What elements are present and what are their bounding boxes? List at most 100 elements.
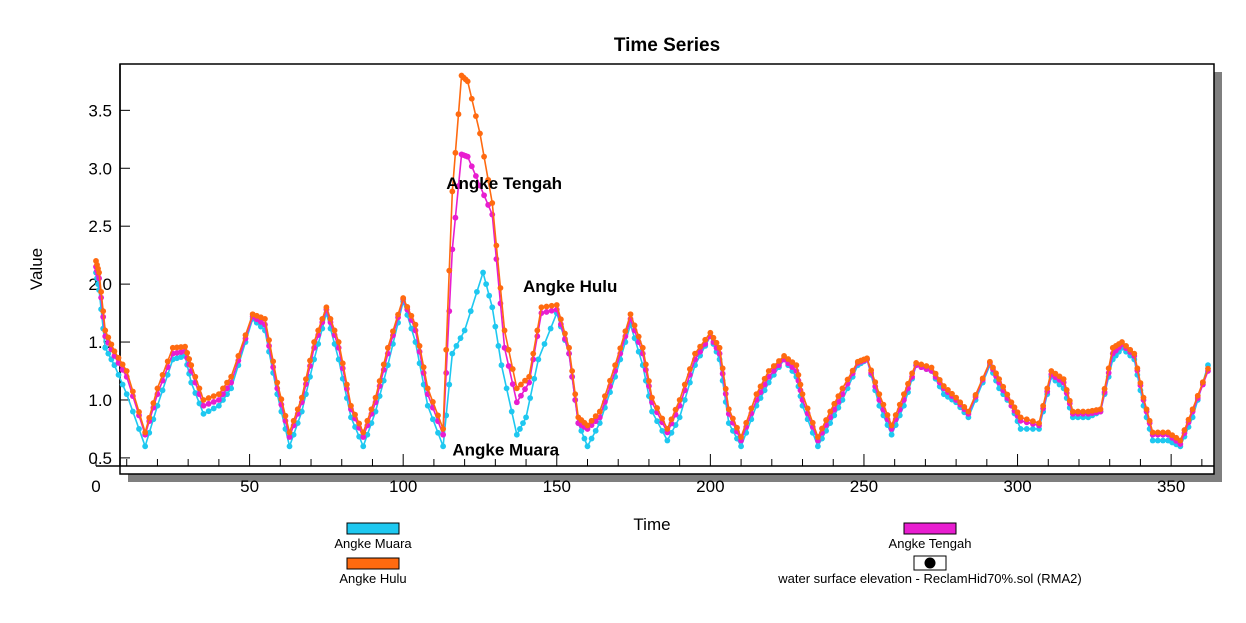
- data-point: [453, 343, 460, 349]
- data-point: [757, 383, 764, 390]
- data-point: [553, 302, 560, 308]
- x-tick-label: 200: [696, 477, 724, 496]
- data-point: [339, 360, 346, 367]
- data-point: [1036, 420, 1042, 427]
- data-point: [527, 395, 534, 401]
- data-point: [452, 214, 459, 221]
- data-point: [1097, 406, 1104, 413]
- data-point: [136, 426, 142, 432]
- data-point: [1205, 365, 1211, 372]
- data-point: [797, 381, 804, 388]
- data-point: [1023, 416, 1030, 423]
- data-point: [888, 431, 895, 438]
- legend-item-2: Angke Hulu: [339, 557, 407, 586]
- data-point: [548, 307, 555, 314]
- data-point: [823, 417, 829, 423]
- data-point: [424, 385, 431, 392]
- data-point: [323, 304, 330, 311]
- data-point: [584, 443, 591, 450]
- data-point: [1177, 437, 1184, 444]
- data-point: [485, 176, 492, 183]
- data-point: [900, 391, 907, 398]
- data-point: [286, 443, 293, 450]
- data-point: [192, 373, 199, 380]
- data-point: [464, 78, 471, 85]
- data-point: [262, 315, 268, 322]
- data-point: [119, 361, 126, 368]
- data-point: [719, 365, 726, 372]
- data-point: [228, 385, 235, 392]
- annotation-angke-tengah: Angke Tengah: [446, 174, 562, 193]
- data-point: [395, 311, 401, 318]
- data-point: [220, 385, 226, 392]
- data-point: [827, 408, 834, 415]
- data-point: [1146, 417, 1153, 424]
- data-point: [592, 413, 599, 420]
- data-point: [531, 375, 538, 382]
- annotation-angke-muara: Angke Muara: [452, 441, 559, 460]
- data-point: [224, 391, 230, 398]
- y-tick-label: 0.5: [88, 449, 112, 468]
- data-point: [327, 315, 334, 322]
- data-point: [1075, 408, 1081, 415]
- data-point: [513, 431, 520, 438]
- data-point: [477, 182, 483, 189]
- data-point: [1143, 406, 1150, 413]
- data-point: [429, 398, 436, 405]
- data-point: [266, 337, 272, 344]
- data-point: [404, 303, 411, 310]
- legend-item-3: water surface elevation - ReclamHid70%.s…: [777, 555, 1082, 586]
- data-point: [468, 95, 475, 102]
- data-point: [1127, 346, 1134, 353]
- x-axis-title: Time: [633, 515, 670, 534]
- data-point: [380, 361, 387, 368]
- x-tick-label: 250: [850, 477, 878, 496]
- data-point: [1149, 429, 1156, 436]
- data-point: [343, 381, 350, 388]
- data-point: [228, 379, 235, 386]
- data-point: [697, 348, 704, 355]
- data-point: [220, 397, 226, 403]
- data-point: [489, 304, 496, 311]
- data-point: [449, 350, 456, 357]
- data-point: [1105, 365, 1112, 372]
- data-point: [440, 443, 447, 450]
- data-point: [814, 434, 821, 440]
- data-point: [987, 358, 993, 365]
- data-point: [449, 188, 456, 195]
- data-point: [523, 414, 529, 421]
- data-point: [692, 350, 698, 357]
- data-point: [804, 405, 811, 412]
- data-point: [518, 381, 524, 388]
- data-point: [738, 443, 744, 450]
- data-point: [298, 394, 305, 401]
- data-point: [102, 344, 109, 351]
- data-point: [743, 419, 750, 426]
- legend-swatch: [346, 522, 400, 535]
- data-point: [215, 391, 222, 398]
- data-point: [150, 400, 157, 406]
- data-point: [384, 344, 391, 351]
- data-point: [940, 383, 947, 389]
- data-point: [909, 370, 915, 377]
- data-point: [819, 425, 825, 432]
- x-tick-label: 350: [1157, 477, 1185, 496]
- data-point: [205, 400, 212, 407]
- data-point: [1063, 387, 1070, 393]
- data-point: [844, 376, 851, 383]
- data-point: [635, 333, 642, 340]
- data-point: [1000, 383, 1007, 390]
- legend-item-1: Angke Tengah: [889, 522, 971, 551]
- data-point: [639, 344, 646, 351]
- data-point: [936, 376, 943, 383]
- data-point: [210, 398, 217, 405]
- data-point: [513, 385, 520, 392]
- data-point: [622, 328, 629, 335]
- data-point: [186, 356, 193, 362]
- data-point: [716, 344, 723, 351]
- x-tick-label: 50: [240, 477, 259, 496]
- annotations: Angke Tengah Angke Hulu Angke Muara: [446, 174, 617, 459]
- data-point: [1154, 437, 1161, 444]
- data-point: [319, 315, 326, 322]
